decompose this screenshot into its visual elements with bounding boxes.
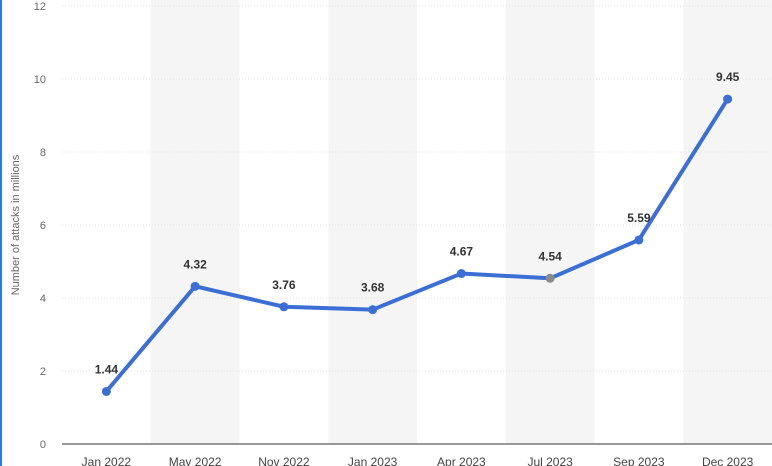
data-point	[723, 94, 733, 104]
y-tick-label: 6	[40, 220, 46, 232]
y-axis-label: Number of attacks in millions	[10, 154, 22, 296]
data-label: 4.32	[183, 257, 207, 271]
y-tick-label: 8	[40, 147, 46, 159]
series-line	[104, 97, 730, 394]
data-point	[101, 386, 111, 396]
y-tick-label: 12	[34, 1, 46, 13]
x-tick-label: Jan 2022	[82, 455, 132, 466]
y-tick-label: 0	[40, 439, 46, 451]
data-point	[190, 281, 200, 291]
x-tick-label: Nov 2022	[258, 455, 310, 466]
category-band	[150, 0, 240, 444]
y-tick-label: 10	[34, 74, 46, 86]
category-band	[328, 0, 417, 444]
y-tick-label: 4	[40, 293, 46, 305]
x-tick-label: Sep 2023	[613, 455, 665, 466]
data-label: 1.44	[95, 362, 119, 376]
data-label: 4.67	[450, 245, 474, 259]
y-tick-label: 2	[40, 366, 46, 378]
x-tick-label: Apr 2023	[437, 455, 486, 466]
x-tick-label: Jul 2023	[527, 455, 573, 466]
x-tick-label: Jan 2023	[348, 455, 398, 466]
category-band	[683, 0, 772, 444]
category-band	[505, 0, 595, 444]
data-point	[368, 305, 378, 315]
left-edge-accent	[0, 0, 2, 466]
data-label: 3.76	[272, 278, 296, 292]
data-point	[279, 302, 289, 312]
data-point	[545, 273, 555, 283]
x-tick-label: Dec 2023	[702, 455, 754, 466]
data-label: 3.68	[361, 281, 385, 295]
data-label: 5.59	[627, 211, 651, 225]
data-label: 9.45	[716, 70, 740, 84]
data-label: 4.54	[538, 249, 562, 263]
x-tick-label: May 2022	[169, 455, 222, 466]
data-point	[634, 235, 644, 245]
data-point	[456, 269, 466, 279]
